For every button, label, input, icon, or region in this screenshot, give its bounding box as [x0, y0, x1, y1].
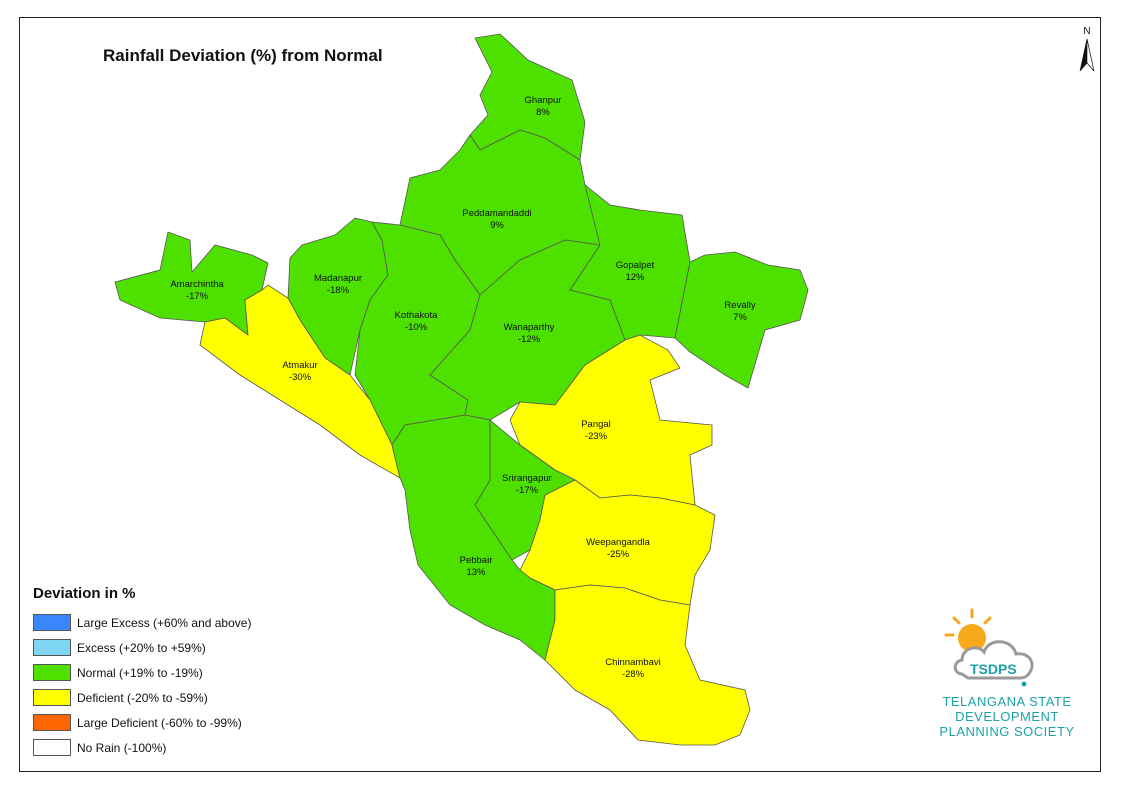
- label-madanapur-value: -18%: [327, 285, 350, 296]
- label-ghanpur-value: 8%: [536, 107, 550, 118]
- region-revally[interactable]: [674, 251, 809, 389]
- legend-label: Excess (+20% to +59%): [77, 640, 206, 655]
- label-chinnambavi-name: Chinnambavi: [605, 657, 660, 668]
- legend-swatch: [33, 664, 71, 681]
- legend-item-normal: Normal (+19% to -19%): [33, 660, 251, 685]
- label-weepangandla-name: Weepangandla: [586, 537, 650, 548]
- region-gopalpet[interactable]: [569, 183, 691, 341]
- label-peddamandaddi-value: 9%: [490, 220, 504, 231]
- legend-label: Large Excess (+60% and above): [77, 615, 252, 630]
- label-srirangapur-value: -17%: [516, 485, 539, 496]
- label-ghanpur-name: Ghanpur: [525, 95, 562, 106]
- legend-item-deficient: Deficient (-20% to -59%): [33, 685, 251, 710]
- logo-org-line2: DEVELOPMENT: [955, 709, 1059, 724]
- legend-swatch: [33, 689, 71, 706]
- legend-swatch: [33, 714, 71, 731]
- north-arrow: N: [1078, 26, 1096, 78]
- label-srirangapur-name: Srirangapur: [502, 473, 552, 484]
- logo-org-line1: TELANGANA STATE: [942, 694, 1072, 709]
- label-pangal-value: -23%: [585, 431, 608, 442]
- legend-item-large-deficient: Large Deficient (-60% to -99%): [33, 710, 251, 735]
- label-atmakur-name: Atmakur: [282, 360, 317, 371]
- legend-item-no-rain: No Rain (-100%): [33, 735, 251, 760]
- label-amarchintha-value: -17%: [186, 291, 209, 302]
- map-frame: [19, 17, 1101, 772]
- label-gopalpet-value: 12%: [625, 272, 645, 283]
- map-title: Rainfall Deviation (%) from Normal: [103, 46, 383, 65]
- label-pebbair-value: 13%: [466, 567, 486, 578]
- tsdps-logo: TSDPS TELANGANA STATE DEVELOPMENT PLANNI…: [932, 608, 1082, 739]
- label-wanaparthy-name: Wanaparthy: [504, 322, 555, 333]
- region-atmakur[interactable]: [199, 284, 401, 479]
- label-madanapur-name: Madanapur: [314, 273, 362, 284]
- legend-label: Normal (+19% to -19%): [77, 665, 203, 680]
- label-revally-name: Revally: [724, 300, 755, 311]
- label-gopalpet-name: Gopalpet: [616, 260, 655, 271]
- label-amarchintha-name: Amarchintha: [170, 279, 224, 290]
- region-chinnambavi[interactable]: [544, 584, 751, 746]
- label-pebbair-name: Pebbair: [460, 555, 493, 566]
- label-peddamandaddi-name: Peddamandaddi: [462, 208, 531, 219]
- legend-swatch: [33, 739, 71, 756]
- legend-swatch: [33, 614, 71, 631]
- legend-label: Large Deficient (-60% to -99%): [77, 715, 242, 730]
- legend-label: Deficient (-20% to -59%): [77, 690, 208, 705]
- legend-item-large-excess: Large Excess (+60% and above): [33, 610, 251, 635]
- logo-acronym: TSDPS: [970, 661, 1017, 677]
- label-pangal-name: Pangal: [581, 419, 611, 430]
- legend-item-excess: Excess (+20% to +59%): [33, 635, 251, 660]
- legend-label: No Rain (-100%): [77, 740, 167, 755]
- region-amarchintha[interactable]: [114, 231, 269, 336]
- legend-swatch: [33, 639, 71, 656]
- north-label: N: [1083, 26, 1091, 37]
- legend: Deviation in % Large Excess (+60% and ab…: [33, 585, 251, 760]
- label-weepangandla-value: -25%: [607, 549, 630, 560]
- label-atmakur-value: -30%: [289, 372, 312, 383]
- label-kothakota-value: -10%: [405, 322, 428, 333]
- label-kothakota-name: Kothakota: [395, 310, 438, 321]
- north-arrow-icon: [1079, 38, 1095, 72]
- label-chinnambavi-value: -28%: [622, 669, 645, 680]
- label-revally-value: 7%: [733, 312, 747, 323]
- sun-cloud-icon: TSDPS: [944, 608, 1034, 687]
- label-wanaparthy-value: -12%: [518, 334, 541, 345]
- legend-title: Deviation in %: [33, 585, 136, 602]
- logo-org-line3: PLANNING SOCIETY: [939, 724, 1075, 739]
